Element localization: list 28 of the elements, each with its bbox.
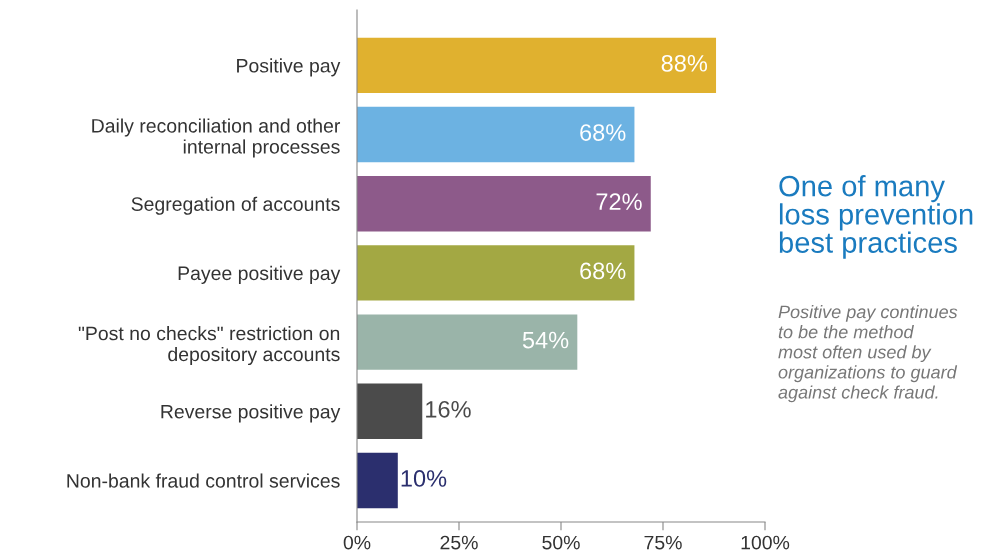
y-tick-label: Segregation of accounts bbox=[131, 196, 340, 215]
data-label: 88% bbox=[661, 54, 708, 72]
data-label: 10% bbox=[401, 470, 447, 487]
x-tick-label: 100% bbox=[741, 535, 790, 550]
text: Positive pay continues to be the method most often used by organizations to guard against check fraud. bbox=[778, 305, 958, 403]
bar bbox=[357, 245, 635, 301]
bar bbox=[357, 176, 651, 232]
x-tick-label: 25% bbox=[440, 535, 478, 550]
data-label: 16% bbox=[426, 400, 471, 418]
bar bbox=[357, 37, 717, 94]
data-label: 54% bbox=[522, 331, 569, 349]
y-tick-label: Positive pay bbox=[237, 58, 341, 77]
y-tick-label: Payee positive pay bbox=[178, 265, 341, 284]
x-tick-label: 75% bbox=[644, 535, 682, 550]
bar bbox=[357, 314, 578, 370]
bar bbox=[357, 383, 423, 439]
bar bbox=[357, 106, 635, 163]
data-label: 68% bbox=[580, 262, 626, 280]
y-tick-label: "Post no checks" restriction on depository accounts bbox=[78, 326, 340, 366]
data-label: 68% bbox=[580, 124, 626, 141]
y-tick-label: Daily reconciliation and other internal processes bbox=[92, 118, 341, 158]
x-tick-label: 50% bbox=[542, 535, 580, 550]
data-label: 72% bbox=[596, 193, 642, 210]
bar bbox=[357, 452, 398, 509]
y-tick-label: Reverse positive pay bbox=[161, 404, 341, 423]
y-tick-label: Non-bank fraud control services bbox=[67, 473, 340, 488]
x-tick-label: 0% bbox=[343, 535, 371, 550]
text: One of many loss prevention best practices bbox=[779, 175, 973, 259]
